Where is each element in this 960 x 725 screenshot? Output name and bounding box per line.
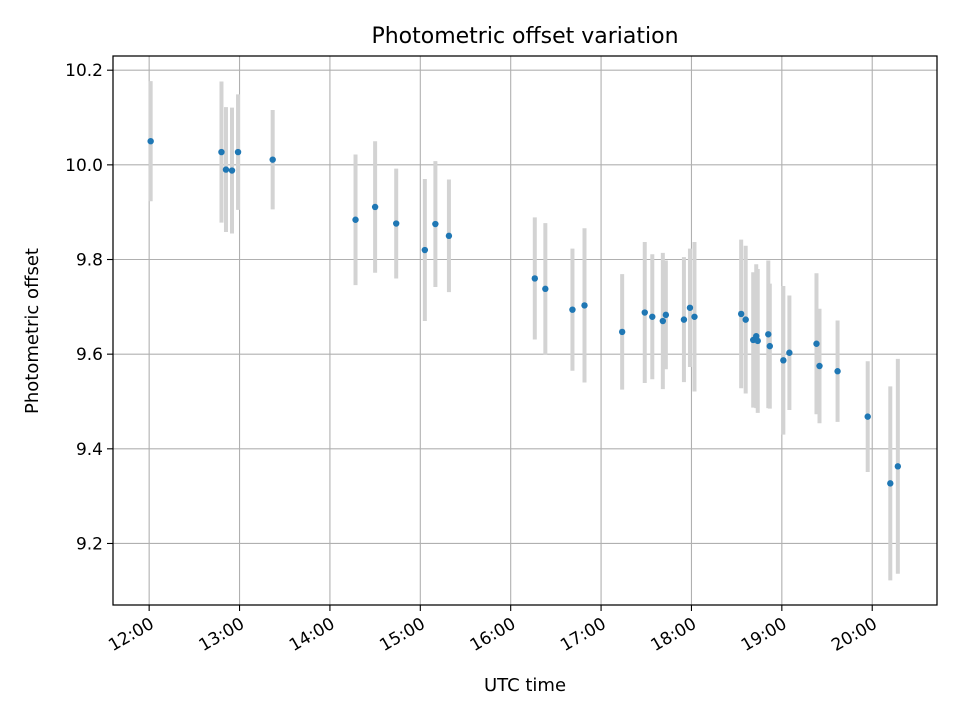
y-tick-label: 10.0 <box>65 156 103 176</box>
data-point <box>352 216 359 223</box>
data-point <box>421 246 429 254</box>
x-tick-label: 18:00 <box>648 614 700 656</box>
data-point <box>531 275 538 282</box>
data-point <box>766 342 773 350</box>
data-point <box>222 166 230 173</box>
data-point <box>218 148 225 156</box>
data-point <box>834 368 841 375</box>
y-tick-label: 9.6 <box>76 345 103 365</box>
error-bars <box>148 81 900 581</box>
data-point <box>894 463 902 470</box>
data-point <box>737 310 745 318</box>
data-point <box>659 317 667 325</box>
chart-title: Photometric offset variation <box>371 24 678 49</box>
data-point <box>786 349 793 356</box>
y-tick-label: 9.8 <box>76 251 103 271</box>
data-point <box>641 309 648 316</box>
data-point <box>813 340 820 347</box>
data-point <box>816 362 823 370</box>
data-point <box>754 337 761 345</box>
data-point <box>393 220 400 227</box>
data-point <box>581 302 588 309</box>
data-point <box>234 148 242 156</box>
y-tick-label: 9.4 <box>76 440 103 460</box>
data-point <box>147 137 154 145</box>
y-tick-label: 10.2 <box>65 61 103 81</box>
data-point <box>569 306 576 313</box>
x-tick-label: 16:00 <box>467 614 519 656</box>
x-tick-label: 19:00 <box>738 614 790 656</box>
x-tick-label: 20:00 <box>828 614 880 656</box>
plot-frame <box>112 55 938 606</box>
data-point <box>228 167 236 174</box>
x-tick-label: 14:00 <box>286 614 338 656</box>
data-points <box>147 137 902 487</box>
x-tick-label: 12:00 <box>105 614 157 656</box>
data-point <box>680 316 688 323</box>
data-point <box>445 232 453 240</box>
x-tick-label: 17:00 <box>557 614 609 656</box>
x-tick-label: 13:00 <box>196 614 248 656</box>
data-point <box>765 331 772 338</box>
y-tick-label: 9.2 <box>76 534 103 554</box>
data-point <box>742 316 749 323</box>
y-axis-label: Photometric offset <box>22 248 43 414</box>
data-point <box>780 357 787 364</box>
data-point <box>662 311 670 319</box>
data-point <box>691 313 698 320</box>
x-axis-label: UTC time <box>484 675 566 696</box>
x-tick-label: 15:00 <box>376 614 428 656</box>
data-point <box>649 313 656 320</box>
data-point <box>864 413 871 420</box>
data-point <box>542 285 549 293</box>
grid-lines <box>113 56 937 605</box>
data-point <box>432 220 439 228</box>
data-point <box>371 203 379 211</box>
data-point <box>686 304 694 311</box>
data-point <box>887 480 894 487</box>
data-point <box>269 156 276 163</box>
data-point <box>618 328 626 336</box>
